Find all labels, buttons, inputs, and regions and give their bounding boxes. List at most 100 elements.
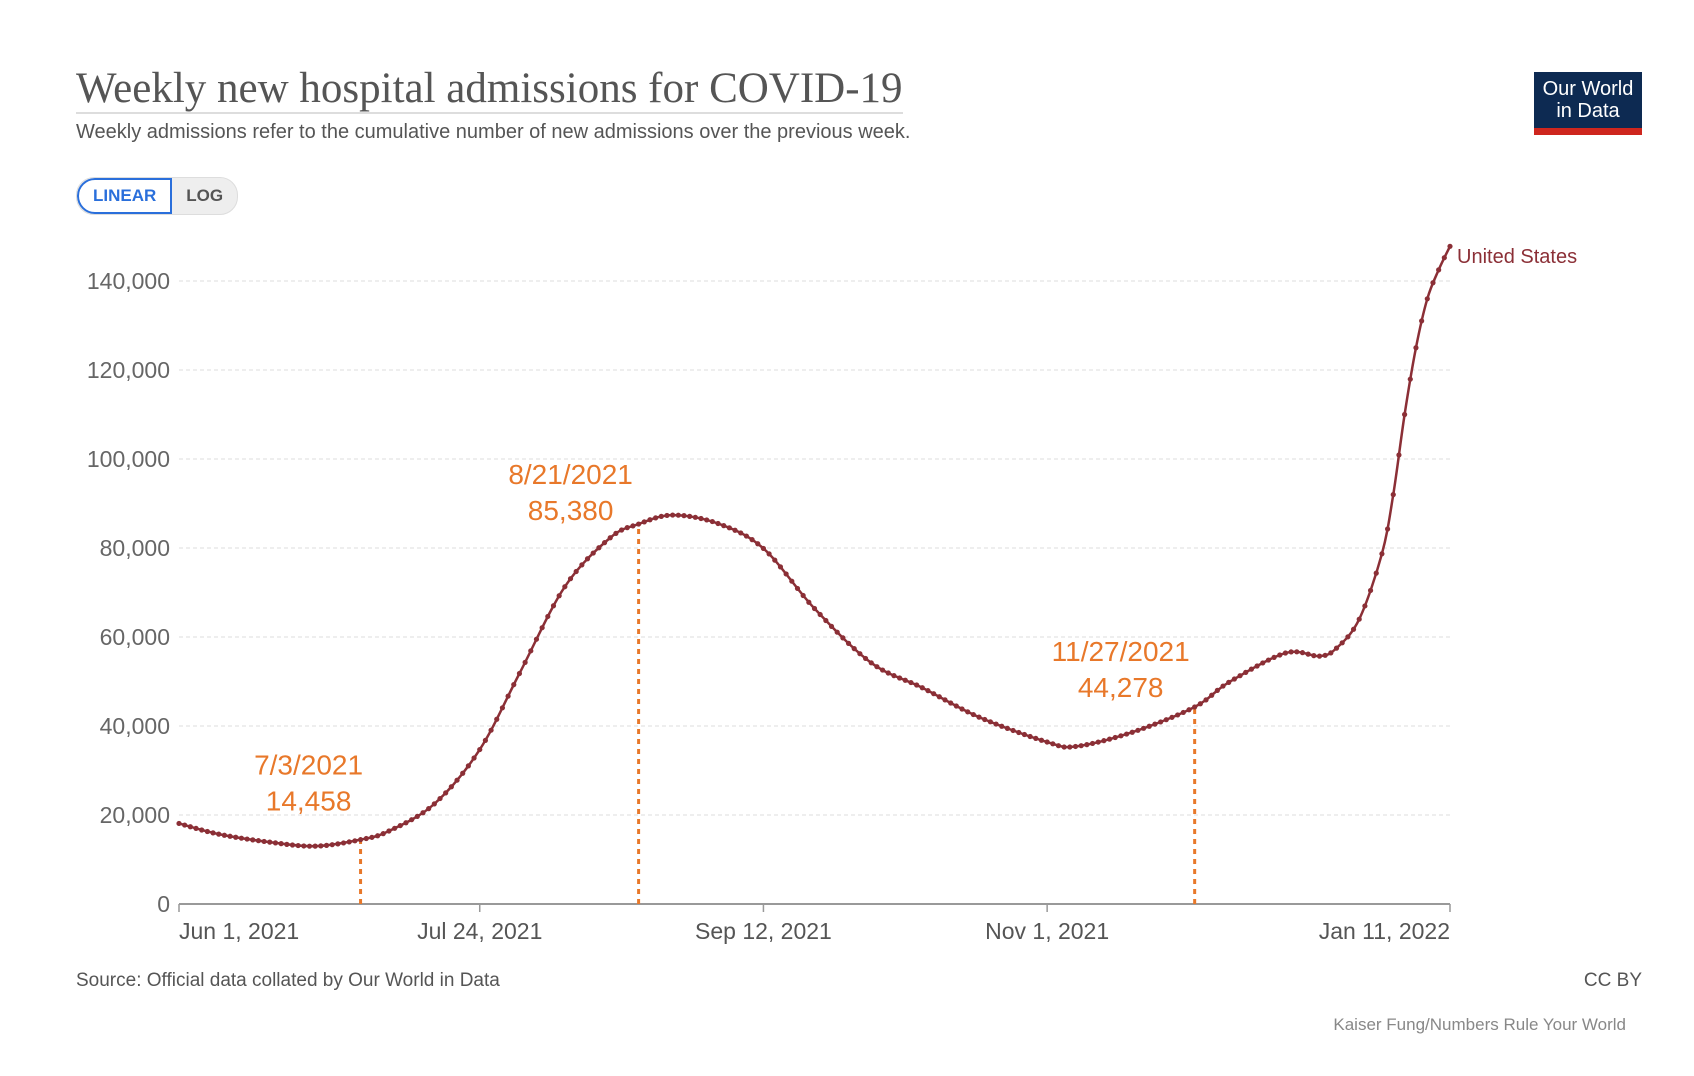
data-point <box>460 770 466 776</box>
data-point <box>204 828 210 835</box>
data-point <box>221 832 227 838</box>
data-point <box>1350 626 1357 632</box>
data-point <box>601 540 608 546</box>
data-point <box>1333 645 1340 651</box>
data-point <box>357 837 364 843</box>
data-point <box>1163 717 1169 723</box>
data-point <box>885 670 891 676</box>
data-point <box>1055 743 1062 749</box>
data-point <box>1209 692 1215 698</box>
data-point <box>999 723 1005 729</box>
data-point <box>1118 733 1124 739</box>
data-point <box>182 822 188 828</box>
data-point <box>199 827 205 833</box>
data-point <box>868 660 874 666</box>
annotation-value: 85,380 <box>528 495 614 526</box>
data-point <box>386 828 392 834</box>
data-point <box>851 646 857 652</box>
data-point <box>1254 663 1260 669</box>
data-point <box>675 512 681 518</box>
data-point <box>567 576 574 582</box>
data-point <box>1214 687 1220 693</box>
data-point <box>1424 296 1430 302</box>
data-point <box>857 651 863 657</box>
data-point <box>1089 740 1096 747</box>
data-point <box>976 714 982 720</box>
data-point <box>420 810 426 816</box>
data-point <box>210 830 216 836</box>
data-point <box>522 659 528 665</box>
data-point <box>607 535 613 541</box>
chart-title: Weekly new hospital admissions for COVID… <box>76 65 903 114</box>
data-point <box>409 817 415 823</box>
data-point <box>630 523 636 529</box>
data-point <box>176 820 182 827</box>
data-point <box>1135 727 1141 733</box>
data-point <box>1362 603 1368 609</box>
license-link[interactable]: CC BY <box>1583 970 1642 991</box>
data-point <box>216 831 222 837</box>
data-point <box>1447 243 1453 249</box>
data-point <box>681 513 687 519</box>
data-point <box>471 755 477 761</box>
data-point <box>1038 737 1045 743</box>
data-point <box>1169 714 1175 720</box>
data-point <box>664 512 670 519</box>
data-point <box>1339 640 1345 646</box>
data-point <box>539 625 545 631</box>
owid-logo[interactable]: Our World in Data <box>1534 72 1642 135</box>
data-point <box>1140 725 1147 731</box>
data-point <box>437 795 443 802</box>
data-point <box>993 721 999 727</box>
data-point <box>1407 376 1413 382</box>
data-point <box>1288 649 1294 655</box>
data-point <box>777 564 784 570</box>
data-point <box>1322 652 1328 658</box>
data-point <box>1367 587 1374 594</box>
y-tick-label: 100,000 <box>87 446 170 472</box>
data-point <box>1146 723 1152 729</box>
data-point <box>301 843 307 849</box>
data-point <box>959 706 965 712</box>
data-point <box>1305 651 1311 657</box>
linear-scale-button[interactable]: LINEAR <box>77 178 173 214</box>
data-point <box>306 843 313 849</box>
data-point <box>618 527 625 533</box>
data-point <box>1430 280 1436 286</box>
data-point <box>284 841 290 847</box>
data-point <box>828 623 835 630</box>
data-point <box>1050 741 1056 747</box>
data-point <box>613 530 619 536</box>
data-point <box>948 700 954 706</box>
data-point <box>704 517 710 523</box>
data-point <box>862 655 869 662</box>
data-point <box>1441 255 1447 261</box>
data-point <box>953 703 959 709</box>
data-point <box>295 842 301 849</box>
data-point <box>250 837 256 843</box>
data-point <box>272 840 279 846</box>
data-point <box>783 571 789 577</box>
data-point <box>323 842 330 848</box>
data-point <box>1231 676 1237 682</box>
data-point <box>647 517 653 523</box>
data-point <box>817 611 823 618</box>
data-point <box>488 727 494 733</box>
data-point <box>590 550 596 556</box>
data-point <box>653 515 659 521</box>
data-point <box>1356 616 1362 622</box>
data-point <box>709 518 715 525</box>
data-point <box>965 709 971 715</box>
data-point <box>482 737 489 743</box>
data-point <box>267 839 273 845</box>
y-tick-label: 0 <box>157 891 170 917</box>
data-point <box>1044 739 1050 745</box>
data-point <box>919 685 925 691</box>
data-point <box>533 636 540 642</box>
data-point <box>499 705 506 711</box>
log-scale-button[interactable]: LOG <box>186 186 224 205</box>
data-point <box>1078 743 1084 749</box>
data-point <box>1123 731 1130 737</box>
data-point <box>443 790 449 796</box>
data-point <box>1016 729 1022 736</box>
